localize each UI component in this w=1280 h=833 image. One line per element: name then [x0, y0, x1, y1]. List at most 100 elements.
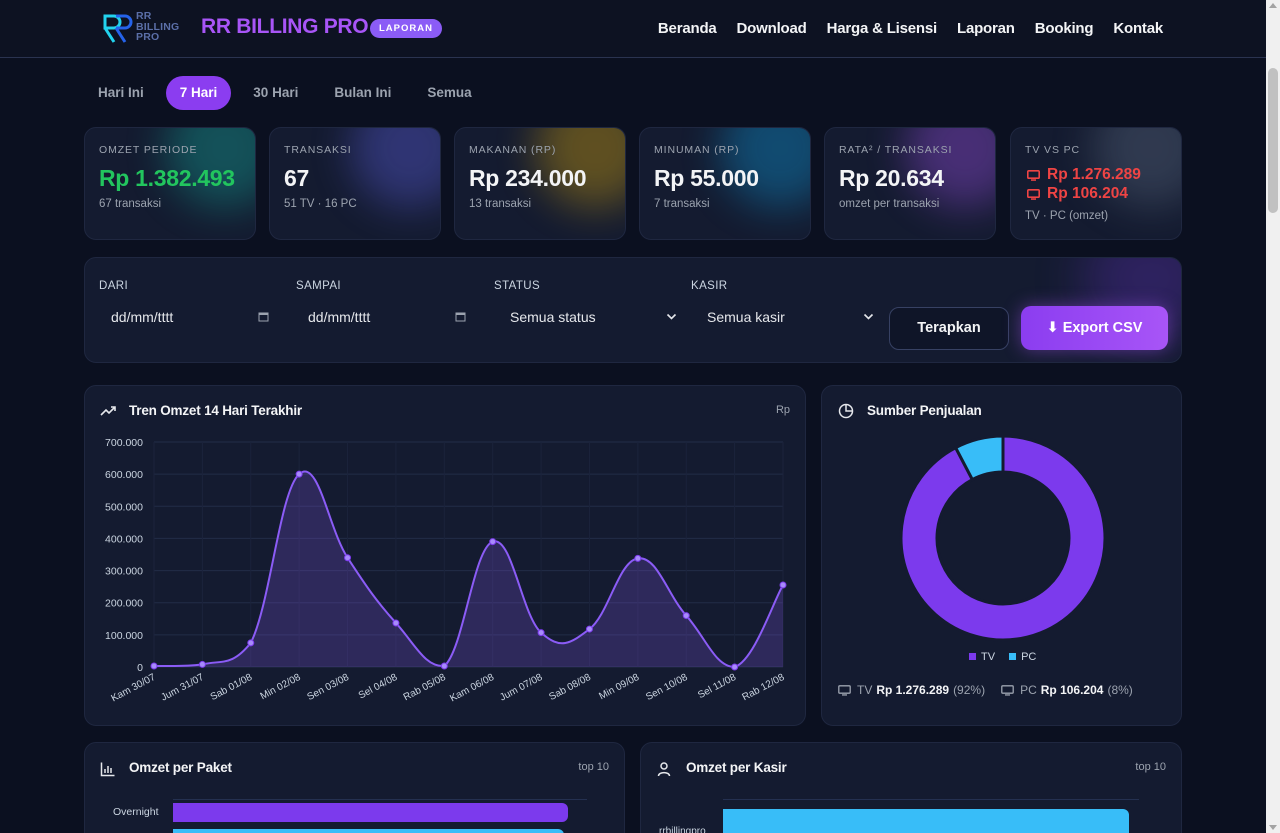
pc-omzet-value: Rp 106.204 [1047, 185, 1128, 202]
legend-item-tv[interactable]: TV [969, 651, 995, 663]
scroll-thumb[interactable] [1268, 68, 1278, 213]
legend-item-pc[interactable]: PC [1009, 651, 1036, 663]
trend-point[interactable] [634, 554, 642, 562]
cashier-select[interactable]: Semua kasir [707, 309, 785, 325]
from-date-input[interactable]: dd/mm/tttt [111, 309, 174, 325]
trend-point[interactable] [682, 612, 690, 620]
x-tick-label: Kam 30/07 [110, 672, 158, 705]
x-tick-label: Jum 31/07 [159, 672, 206, 704]
stat-value: 67 [284, 165, 309, 191]
trend-point[interactable] [779, 581, 787, 589]
brand-title[interactable]: RR BILLING PRO [201, 15, 369, 38]
logo-line-3: PRO [136, 31, 160, 43]
summary-tv-label: TV [857, 683, 873, 697]
monitor-icon [838, 684, 851, 696]
logo-mark-icon [103, 14, 133, 43]
x-tick-label: Sab 08/08 [547, 672, 593, 703]
trend-point[interactable] [731, 663, 739, 671]
x-tick-label: Jum 07/08 [498, 672, 545, 704]
x-tick-label: Kam 06/08 [448, 672, 496, 705]
nav-link-laporan[interactable]: Laporan [956, 20, 1015, 37]
stat-value: Rp 20.634 [839, 165, 944, 191]
trend-point[interactable] [489, 538, 497, 546]
nav-link-kontak[interactable]: Kontak [1113, 20, 1163, 37]
page-scrollbar[interactable] [1266, 0, 1280, 833]
trend-point[interactable] [344, 554, 352, 562]
scroll-up-icon[interactable] [1269, 3, 1277, 8]
kasir-bar-rrbillingpro[interactable] [723, 809, 1129, 833]
stat-sub: TV · PC (omzet) [1025, 210, 1109, 222]
chevron-down-icon[interactable] [863, 311, 874, 322]
x-tick-label: Sen 03/08 [306, 672, 352, 703]
tab-semua[interactable]: Semua [427, 85, 472, 100]
trend-point[interactable] [440, 662, 448, 670]
kasir-tag: top 10 [1135, 761, 1166, 773]
export-csv-button[interactable]: ⬇ Export CSV [1021, 306, 1168, 350]
trend-point[interactable] [247, 639, 255, 647]
donut-slice-tv[interactable] [899, 434, 1107, 642]
trend-point[interactable] [198, 660, 206, 668]
logo[interactable]: RR BILLING PRO [102, 11, 192, 47]
nav-link-booking[interactable]: Booking [1034, 20, 1094, 37]
navbar: RR BILLING PRO RR BILLING PRO LAPORAN Be… [0, 0, 1266, 58]
to-label: SAMPAI [296, 280, 342, 292]
tab-hari-ini[interactable]: Hari Ini [98, 85, 144, 100]
stat-label: MINUMAN (RP) [654, 144, 740, 156]
paket-tag: top 10 [578, 761, 609, 773]
nav-link-harga[interactable]: Harga & Lisensi [826, 20, 938, 37]
stat-label: TV VS PC [1025, 144, 1081, 156]
nav-link-beranda[interactable]: Beranda [657, 20, 717, 37]
legend-swatch [969, 653, 976, 660]
tab-30-hari[interactable]: 30 Hari [253, 85, 299, 100]
period-tabs: Hari Ini 7 Hari 30 Hari Bulan Ini Semua [84, 76, 494, 110]
card-glow [350, 128, 440, 208]
legend-label: TV [981, 651, 996, 663]
x-tick-label: Sel 11/08 [696, 672, 738, 701]
trend-chart[interactable]: 0 100.000 200.000 300.000 400.000 500.000 600.… [85, 386, 806, 726]
trend-point[interactable] [295, 470, 303, 478]
status-select[interactable]: Semua status [510, 309, 596, 325]
monitor-icon [1027, 188, 1040, 200]
tab-bulan-ini[interactable]: Bulan Ini [334, 85, 392, 100]
summary-pc-pct: (8%) [1107, 683, 1133, 697]
calendar-icon[interactable] [455, 311, 466, 322]
paket-panel: Omzet per Paket top 10 Overnight [84, 742, 625, 833]
paket-title: Omzet per Paket [129, 760, 232, 775]
monitor-icon [1027, 169, 1040, 181]
to-date-input[interactable]: dd/mm/tttt [308, 309, 371, 325]
trend-point[interactable] [150, 662, 158, 670]
y-tick-label: 500.000 [105, 501, 143, 513]
stat-card-tv-vs-pc: TV VS PC Rp 1.276.289 Rp 106.204 TV · PC… [1010, 127, 1182, 240]
scroll-down-icon[interactable] [1269, 825, 1277, 830]
nav-links: Beranda Download Harga & Lisensi Laporan… [638, 20, 1163, 37]
donut-slice-pc[interactable] [953, 434, 1005, 482]
stat-card-makanan: MAKANAN (RP) Rp 234.000 13 transaksi [454, 127, 626, 240]
stat-value: Rp 1.382.493 [99, 165, 235, 191]
donut-legend: TV PC [969, 651, 1036, 663]
tv-omzet-value: Rp 1.276.289 [1047, 166, 1141, 183]
logo-text: RR BILLING PRO [136, 11, 179, 43]
apply-button[interactable]: Terapkan [889, 307, 1009, 350]
source-summary: TV Rp 1.276.289 (92%) PC Rp 106.204 (8%) [838, 683, 1149, 697]
y-tick-label: 0 [137, 662, 143, 674]
from-label: DARI [99, 280, 129, 292]
stat-sub: omzet per transaksi [839, 198, 940, 210]
summary-pc-value: Rp 106.204 [1040, 683, 1104, 697]
calendar-icon[interactable] [258, 311, 269, 322]
trend-point[interactable] [585, 625, 593, 633]
source-title: Sumber Penjualan [867, 403, 982, 418]
chevron-down-icon[interactable] [666, 311, 677, 322]
trend-point[interactable] [537, 629, 545, 637]
trend-point[interactable] [392, 619, 400, 627]
stat-label: RATA² / TRANSAKSI [839, 144, 953, 156]
source-panel: Sumber Penjualan TV PC TV Rp 1.276.289 (… [821, 385, 1182, 726]
paket-bar-2[interactable] [173, 829, 564, 833]
nav-link-download[interactable]: Download [736, 20, 807, 37]
paket-bar-overnight[interactable] [173, 803, 568, 822]
tab-7-hari[interactable]: 7 Hari [165, 76, 232, 110]
y-tick-label: 100.000 [105, 630, 143, 642]
x-tick-label: Sen 10/08 [644, 672, 690, 703]
x-tick-label: Sab 01/08 [209, 672, 255, 703]
source-donut-chart[interactable] [822, 386, 1182, 646]
stat-label: TRANSAKSI [284, 144, 352, 156]
